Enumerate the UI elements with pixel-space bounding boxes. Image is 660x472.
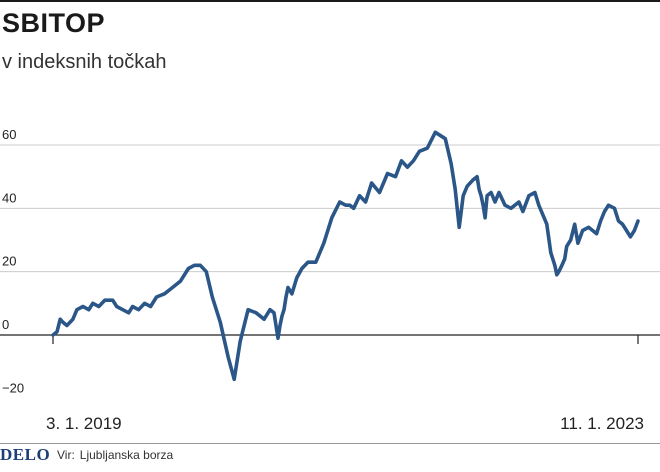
source-note: Vir: Ljubljanska borza <box>57 448 173 462</box>
y-tick-label: 60 <box>2 127 16 142</box>
chart-title: SBITOP <box>2 8 106 38</box>
series-layer <box>51 130 640 382</box>
x-tick-label: 11. 1. 2023 <box>560 414 644 433</box>
y-tick-label: −20 <box>2 380 24 395</box>
y-tick-label: 40 <box>2 190 16 205</box>
source-label: Vir: <box>57 448 75 462</box>
tick-labels: −20 0 20 40 60 3. 1. 2019 11. 1. 2023 <box>2 127 644 433</box>
top-rule <box>0 0 660 2</box>
x-tick-label: 3. 1. 2019 <box>46 414 122 433</box>
x-axis <box>0 334 660 344</box>
series-line <box>51 130 640 382</box>
delo-logo: DELO <box>0 445 51 464</box>
chart-subtitle: v indeksnih točkah <box>2 51 167 73</box>
source-text: Ljubljanska borza <box>79 448 174 462</box>
y-tick-label: 20 <box>2 254 16 269</box>
gridlines <box>0 144 660 273</box>
y-tick-label: 0 <box>2 317 9 332</box>
footer: DELO Vir: Ljubljanska borza <box>0 443 660 466</box>
line-chart: −20 0 20 40 60 3. 1. 2019 11. 1. 2023 <box>0 127 660 433</box>
